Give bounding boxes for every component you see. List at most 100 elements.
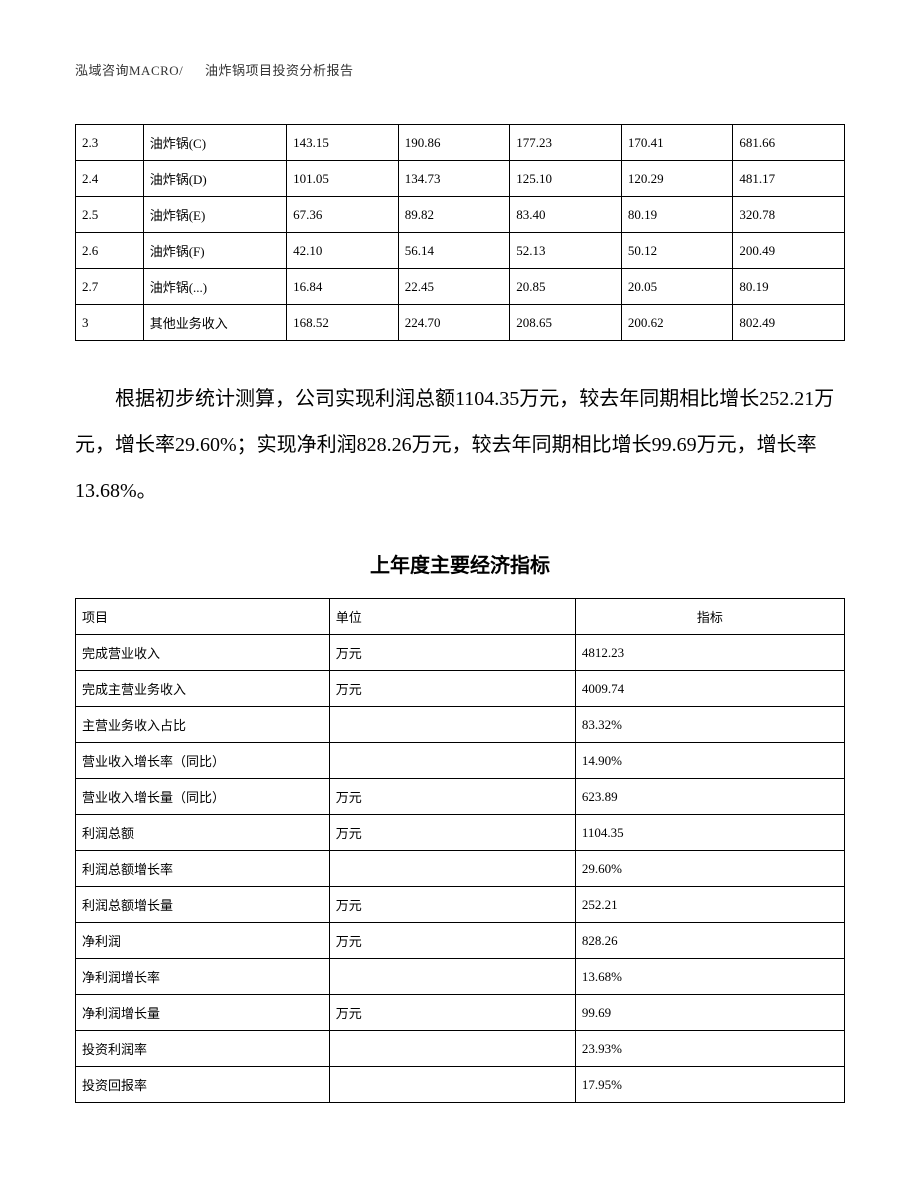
table-cell: 200.49	[733, 233, 845, 269]
table-cell: 油炸锅(E)	[143, 197, 286, 233]
summary-paragraph: 根据初步统计测算，公司实现利润总额1104.35万元，较去年同期相比增长252.…	[75, 376, 845, 514]
table-row: 2.5油炸锅(E)67.3689.8283.4080.19320.78	[76, 197, 845, 233]
product-revenue-table: 2.3油炸锅(C)143.15190.86177.23170.41681.662…	[75, 124, 845, 341]
table-row: 3其他业务收入168.52224.70208.65200.62802.49	[76, 305, 845, 341]
table1-body: 2.3油炸锅(C)143.15190.86177.23170.41681.662…	[76, 125, 845, 341]
table-cell: 252.21	[575, 887, 844, 923]
table-cell: 万元	[329, 923, 575, 959]
table-row: 完成主营业务收入万元4009.74	[76, 671, 845, 707]
table-row: 营业收入增长率（同比） 14.90%	[76, 743, 845, 779]
table-cell: 油炸锅(C)	[143, 125, 286, 161]
table-cell: 802.49	[733, 305, 845, 341]
table-cell: 50.12	[621, 233, 733, 269]
table-cell: 营业收入增长率（同比）	[76, 743, 330, 779]
table-cell	[329, 743, 575, 779]
table-cell: 67.36	[287, 197, 399, 233]
table-cell: 利润总额增长量	[76, 887, 330, 923]
table-row: 完成营业收入万元4812.23	[76, 635, 845, 671]
table-cell: 16.84	[287, 269, 399, 305]
table-cell: 利润总额增长率	[76, 851, 330, 887]
section-title: 上年度主要经济指标	[75, 549, 845, 578]
table-cell: 56.14	[398, 233, 510, 269]
table-cell: 99.69	[575, 995, 844, 1031]
table-cell: 主营业务收入占比	[76, 707, 330, 743]
table-cell: 143.15	[287, 125, 399, 161]
table-cell: 83.40	[510, 197, 622, 233]
table-cell: 681.66	[733, 125, 845, 161]
table-cell: 14.90%	[575, 743, 844, 779]
table-cell: 80.19	[733, 269, 845, 305]
table-cell: 3	[76, 305, 144, 341]
table-row: 投资利润率23.93%	[76, 1031, 845, 1067]
table-cell: 52.13	[510, 233, 622, 269]
table-cell: 2.3	[76, 125, 144, 161]
table-cell: 320.78	[733, 197, 845, 233]
table-cell: 营业收入增长量（同比）	[76, 779, 330, 815]
table-cell: 828.26	[575, 923, 844, 959]
table-cell: 2.7	[76, 269, 144, 305]
table-cell: 2.5	[76, 197, 144, 233]
table-row: 利润总额增长率 29.60%	[76, 851, 845, 887]
table2-header-row: 项目 单位 指标	[76, 599, 845, 635]
table-row: 主营业务收入占比83.32%	[76, 707, 845, 743]
table-cell: 油炸锅(D)	[143, 161, 286, 197]
table-row: 2.7油炸锅(...)16.8422.4520.8520.0580.19	[76, 269, 845, 305]
table-cell: 200.62	[621, 305, 733, 341]
table-cell: 481.17	[733, 161, 845, 197]
table2-body: 完成营业收入万元4812.23完成主营业务收入万元4009.74主营业务收入占比…	[76, 635, 845, 1103]
table-cell: 125.10	[510, 161, 622, 197]
table-cell	[329, 959, 575, 995]
table-cell: 万元	[329, 815, 575, 851]
table-cell: 万元	[329, 887, 575, 923]
table-cell: 22.45	[398, 269, 510, 305]
table-cell: 120.29	[621, 161, 733, 197]
table-row: 2.3油炸锅(C)143.15190.86177.23170.41681.66	[76, 125, 845, 161]
table-cell: 170.41	[621, 125, 733, 161]
table-cell: 190.86	[398, 125, 510, 161]
table-cell: 净利润增长率	[76, 959, 330, 995]
page-header: 泓域咨询MACRO/ 油炸锅项目投资分析报告	[75, 60, 845, 79]
table-row: 2.4油炸锅(D)101.05134.73125.10120.29481.17	[76, 161, 845, 197]
table2-col-project: 项目	[76, 599, 330, 635]
table-cell: 万元	[329, 635, 575, 671]
table-row: 营业收入增长量（同比）万元623.89	[76, 779, 845, 815]
table-cell: 42.10	[287, 233, 399, 269]
table-cell: 2.6	[76, 233, 144, 269]
table-cell: 89.82	[398, 197, 510, 233]
table-cell: 油炸锅(F)	[143, 233, 286, 269]
table-cell: 4009.74	[575, 671, 844, 707]
table-cell: 623.89	[575, 779, 844, 815]
table-cell	[329, 1067, 575, 1103]
table-cell: 168.52	[287, 305, 399, 341]
table-cell: 万元	[329, 995, 575, 1031]
table-cell: 101.05	[287, 161, 399, 197]
table-cell	[329, 1031, 575, 1067]
table-row: 净利润万元828.26	[76, 923, 845, 959]
table-row: 2.6油炸锅(F)42.1056.1452.1350.12200.49	[76, 233, 845, 269]
table-cell: 224.70	[398, 305, 510, 341]
table-cell: 208.65	[510, 305, 622, 341]
table-cell: 投资利润率	[76, 1031, 330, 1067]
table-cell: 20.85	[510, 269, 622, 305]
table-row: 利润总额增长量万元252.21	[76, 887, 845, 923]
table-cell: 1104.35	[575, 815, 844, 851]
table-cell: 其他业务收入	[143, 305, 286, 341]
table-cell: 油炸锅(...)	[143, 269, 286, 305]
table-cell: 投资回报率	[76, 1067, 330, 1103]
table-cell: 17.95%	[575, 1067, 844, 1103]
table-cell: 利润总额	[76, 815, 330, 851]
table-cell: 80.19	[621, 197, 733, 233]
header-title: 油炸锅项目投资分析报告	[205, 63, 354, 78]
table2-col-unit: 单位	[329, 599, 575, 635]
table-row: 净利润增长量万元99.69	[76, 995, 845, 1031]
table-cell	[329, 707, 575, 743]
table-cell: 2.4	[76, 161, 144, 197]
table-cell: 29.60%	[575, 851, 844, 887]
table-cell: 净利润增长量	[76, 995, 330, 1031]
table-cell: 13.68%	[575, 959, 844, 995]
table-cell: 万元	[329, 671, 575, 707]
table-row: 净利润增长率 13.68%	[76, 959, 845, 995]
table-cell: 4812.23	[575, 635, 844, 671]
table-cell: 完成主营业务收入	[76, 671, 330, 707]
economic-indicators-table: 项目 单位 指标 完成营业收入万元4812.23完成主营业务收入万元4009.7…	[75, 598, 845, 1103]
